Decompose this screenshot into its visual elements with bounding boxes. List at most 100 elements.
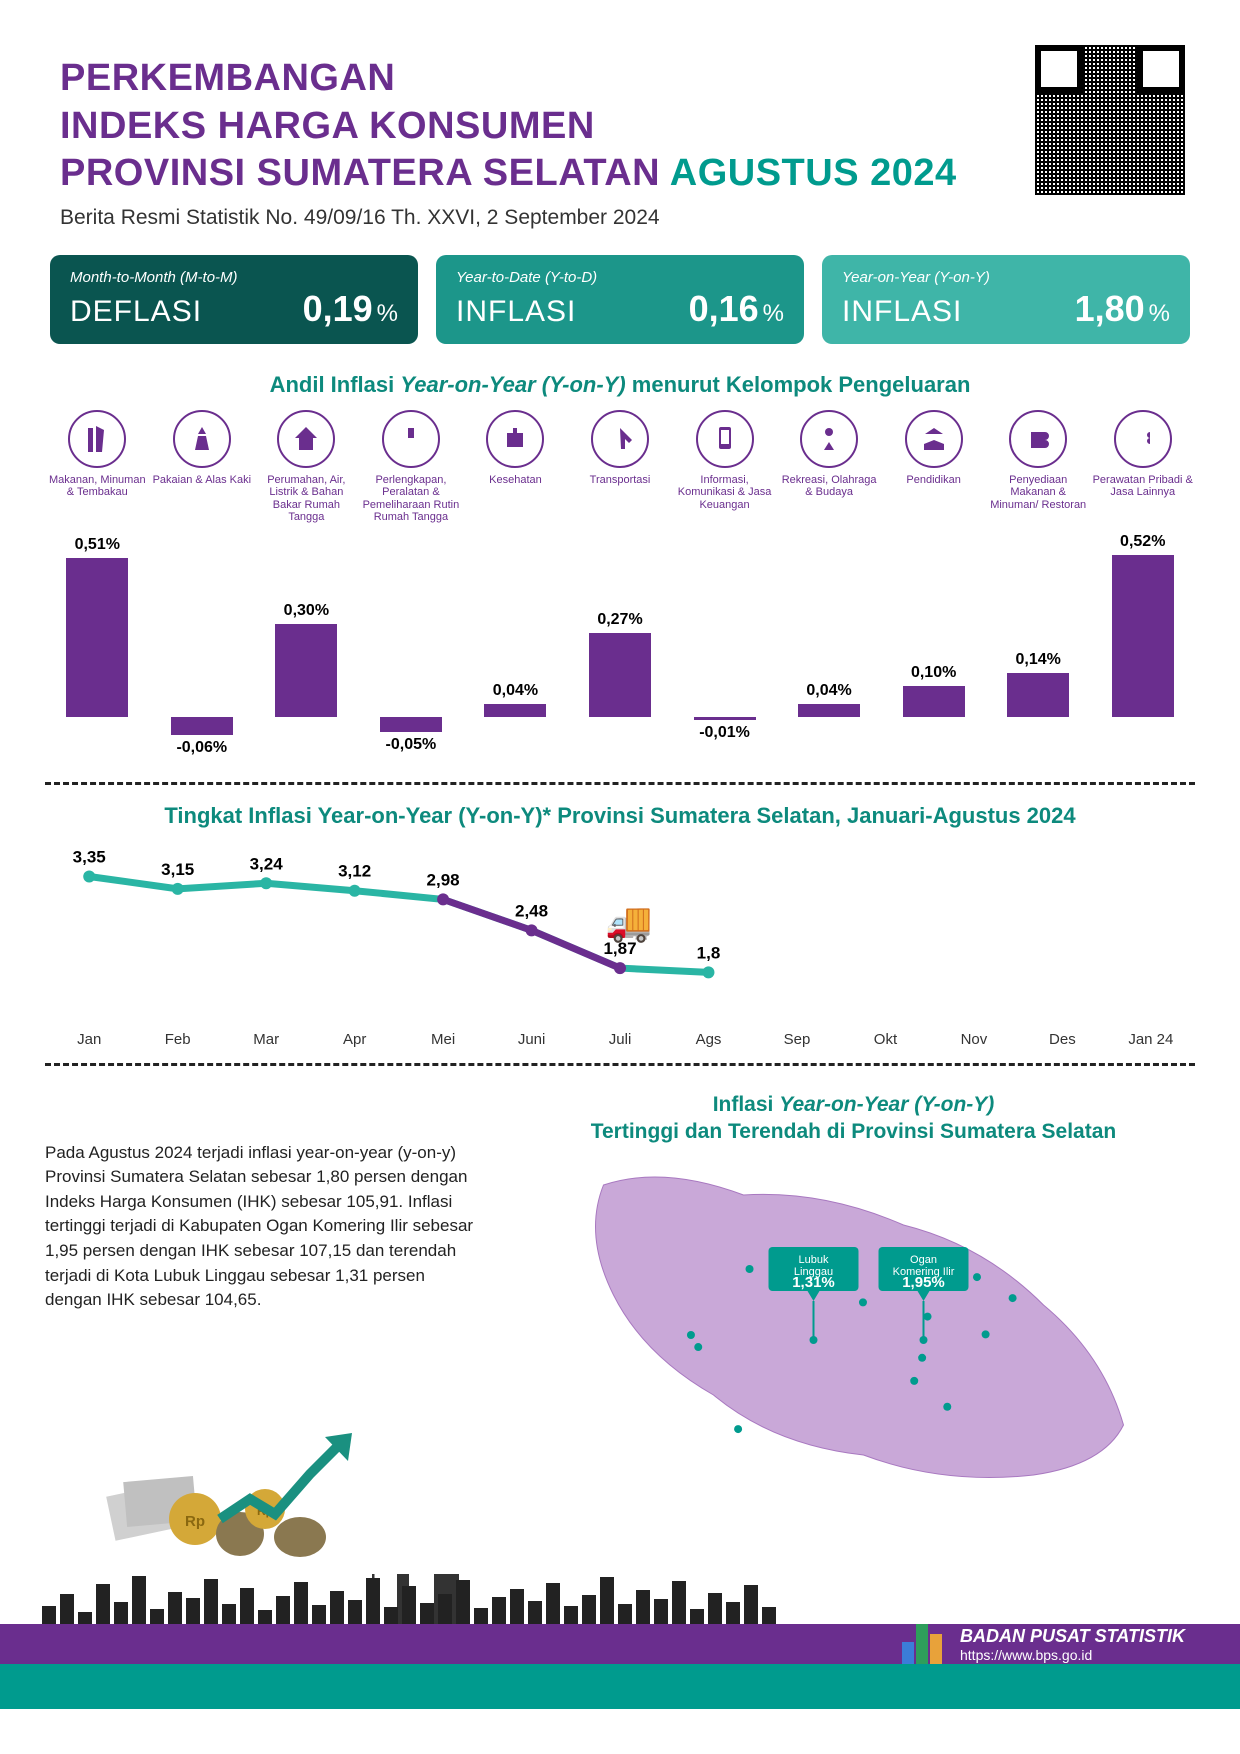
bar-column: -0,05% <box>359 537 464 767</box>
month-label: Sep <box>753 1031 841 1048</box>
card-value: 0,16% <box>689 288 784 330</box>
category-icon <box>591 410 649 468</box>
stat-cards: Month-to-Month (M-to-M) DEFLASI 0,19% Yea… <box>0 240 1240 354</box>
bar-value-label: 0,04% <box>493 682 538 700</box>
footer: BADAN PUSAT STATISTIK https://www.bps.go… <box>0 1624 1240 1709</box>
month-labels: JanFebMarAprMeiJuniJuliAgsSepOktNovDesJa… <box>45 1031 1195 1048</box>
bar <box>66 558 128 716</box>
category-icon <box>696 410 754 468</box>
category: Penyediaan Makanan & Minuman/ Restoran <box>986 410 1091 529</box>
bar-value-label: -0,05% <box>386 736 437 754</box>
month-label: Jan 24 <box>1107 1031 1195 1048</box>
bar <box>171 717 233 736</box>
truck-icon: 🚚 <box>605 901 652 945</box>
month-label: Des <box>1018 1031 1106 1048</box>
bar <box>798 704 860 716</box>
category-label: Kesehatan <box>487 474 544 529</box>
stat-card: Year-to-Date (Y-to-D) INFLASI 0,16% <box>436 255 804 344</box>
bar <box>380 717 442 733</box>
category-icon <box>1114 410 1172 468</box>
category: Pendidikan <box>881 410 986 529</box>
month-label: Apr <box>310 1031 398 1048</box>
card-label: INFLASI <box>456 295 576 329</box>
category: Rekreasi, Olahraga & Budaya <box>777 410 882 529</box>
title-line3b: AGUSTUS 2024 <box>670 152 957 194</box>
bar <box>589 633 651 717</box>
card-label: INFLASI <box>842 295 962 329</box>
category-icon <box>382 410 440 468</box>
divider <box>45 782 1195 785</box>
svg-text:Ogan: Ogan <box>910 1254 937 1266</box>
category-label: Perumahan, Air, Listrik & Bahan Bakar Ru… <box>254 474 359 529</box>
divider <box>45 1063 1195 1066</box>
footer-org-name: BADAN PUSAT STATISTIK <box>960 1626 1185 1647</box>
month-label: Okt <box>841 1031 929 1048</box>
month-label: Ags <box>664 1031 752 1048</box>
svg-text:2,98: 2,98 <box>427 870 460 889</box>
bar-value-label: -0,06% <box>176 739 227 757</box>
bar-value-label: 0,04% <box>806 682 851 700</box>
card-value: 0,19% <box>303 288 398 330</box>
bar-value-label: 0,30% <box>284 602 329 620</box>
skyline-art <box>0 1574 1240 1624</box>
svg-text:1,8: 1,8 <box>697 943 721 962</box>
svg-text:3,24: 3,24 <box>250 854 284 873</box>
title-line2: INDEKS HARGA KONSUMEN <box>60 105 595 147</box>
category-icon <box>173 410 231 468</box>
svg-text:2,48: 2,48 <box>515 901 548 920</box>
svg-text:3,35: 3,35 <box>73 847 106 866</box>
bar-column: 0,52% <box>1090 537 1195 767</box>
category: Perumahan, Air, Listrik & Bahan Bakar Ru… <box>254 410 359 529</box>
bar-column: 0,10% <box>881 537 986 767</box>
header: PERKEMBANGAN INDEKS HARGA KONSUMEN PROVI… <box>0 0 1240 240</box>
bar-value-label: 0,51% <box>75 536 120 554</box>
month-label: Juni <box>487 1031 575 1048</box>
title-line1: PERKEMBANGAN <box>60 57 395 99</box>
category: Makanan, Minuman & Tembakau <box>45 410 150 529</box>
category-icon <box>486 410 544 468</box>
month-label: Juli <box>576 1031 664 1048</box>
category: Informasi, Komunikasi & Jasa Keuangan <box>672 410 777 529</box>
card-period: Month-to-Month (M-to-M) <box>70 269 398 286</box>
svg-text:3,15: 3,15 <box>161 859 194 878</box>
bar <box>1112 555 1174 716</box>
category-label: Penyediaan Makanan & Minuman/ Restoran <box>986 474 1091 529</box>
bar-value-label: 0,52% <box>1120 533 1165 551</box>
category-label: Pendidikan <box>904 474 962 529</box>
category-label: Informasi, Komunikasi & Jasa Keuangan <box>672 474 777 529</box>
category-icon <box>277 410 335 468</box>
card-period: Year-on-Year (Y-on-Y) <box>842 269 1170 286</box>
bar <box>484 704 546 716</box>
category-label: Transportasi <box>588 474 653 529</box>
bar-column: 0,04% <box>463 537 568 767</box>
main-title: PERKEMBANGAN INDEKS HARGA KONSUMEN PROVI… <box>60 55 1180 198</box>
month-label: Mar <box>222 1031 310 1048</box>
month-label: Mei <box>399 1031 487 1048</box>
category-icon <box>905 410 963 468</box>
description-text: Pada Agustus 2024 terjadi inflasi year-o… <box>45 1141 482 1313</box>
bar-column: 0,04% <box>777 537 882 767</box>
bar-column: 0,27% <box>568 537 673 767</box>
svg-text:Lubuk: Lubuk <box>799 1254 829 1266</box>
bar-column: -0,06% <box>150 537 255 767</box>
bar-value-label: -0,01% <box>699 724 750 742</box>
bar <box>275 624 337 717</box>
stat-card: Year-on-Year (Y-on-Y) INFLASI 1,80% <box>822 255 1190 344</box>
bar-value-label: 0,27% <box>597 611 642 629</box>
bar-column: 0,14% <box>986 537 1091 767</box>
card-period: Year-to-Date (Y-to-D) <box>456 269 784 286</box>
category-label: Pakaian & Alas Kaki <box>151 474 253 529</box>
card-label: DEFLASI <box>70 295 202 329</box>
category-label: Perawatan Pribadi & Jasa Lainnya <box>1090 474 1195 529</box>
category-icon <box>800 410 858 468</box>
month-label: Nov <box>930 1031 1018 1048</box>
money-illustration: Rp Rp <box>100 1419 380 1564</box>
month-label: Jan <box>45 1031 133 1048</box>
svg-text:1,31%: 1,31% <box>792 1274 835 1291</box>
month-label: Feb <box>133 1031 221 1048</box>
svg-text:Rp: Rp <box>185 1513 205 1530</box>
card-value: 1,80% <box>1075 288 1170 330</box>
category: Transportasi <box>568 410 673 529</box>
footer-url: https://www.bps.go.id <box>960 1647 1185 1663</box>
category: Pakaian & Alas Kaki <box>150 410 255 529</box>
